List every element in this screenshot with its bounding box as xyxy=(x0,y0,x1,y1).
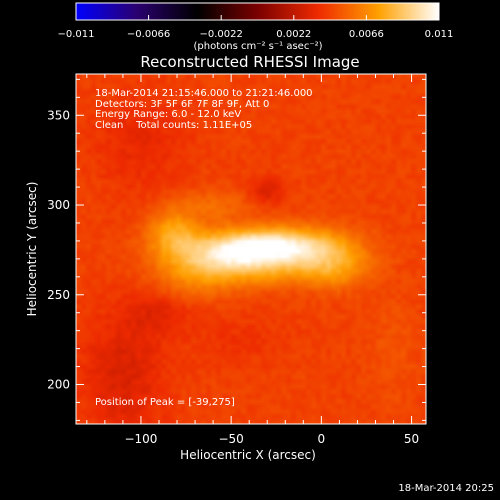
colorbar-tick-label: 0.011 xyxy=(425,29,454,40)
x-axis-label: Heliocentric X (arcsec) xyxy=(180,448,316,462)
annotation-peak-position: Position of Peak = [-39,275] xyxy=(95,397,235,408)
colorbar-gradient xyxy=(75,2,440,21)
y-tick-label: 350 xyxy=(47,108,70,122)
heatmap-image xyxy=(76,74,426,424)
y-tick-label: 300 xyxy=(47,198,70,212)
plot-frame xyxy=(75,73,427,425)
y-tick-label: 200 xyxy=(47,378,70,392)
y-axis-label: Heliocentric Y (arcsec) xyxy=(25,182,39,317)
x-tick-label: −100 xyxy=(124,432,157,446)
colorbar-tick-label: 0.0022 xyxy=(276,29,311,40)
colorbar-tick-label: −0.011 xyxy=(57,29,94,40)
annotation-detectors: Detectors: 3F 5F 6F 7F 8F 9F, Att 0 xyxy=(95,98,270,110)
colorbar-tick-label: 0.0066 xyxy=(349,29,384,40)
x-tick-label: 50 xyxy=(404,432,419,446)
x-tick-label: 0 xyxy=(318,432,326,446)
colorbar-ticks: −0.011 −0.0066 −0.0022 0.0022 0.0066 0.011 xyxy=(57,15,453,40)
x-tick-label: −50 xyxy=(218,432,243,446)
chart-title: Reconstructed RHESSI Image xyxy=(140,53,359,71)
colorbar: −0.011 −0.0066 −0.0022 0.0022 0.0066 0.011 (p… xyxy=(57,2,453,52)
x-axis-ticks: −100 −50 0 50 xyxy=(86,74,419,446)
annotation-energy-range: Energy Range: 6.0 - 12.0 keV xyxy=(95,109,242,120)
colorbar-units: (photons cm⁻² s⁻¹ asec⁻²) xyxy=(193,41,322,52)
plot-timestamp: 18-Mar-2014 20:25 xyxy=(398,483,494,494)
colorbar-tick-label: −0.0066 xyxy=(127,29,170,40)
colorbar-tick-label: −0.0022 xyxy=(200,29,243,40)
y-axis-ticks: 200 250 300 350 xyxy=(47,78,426,421)
annotation-time-range: 18-Mar-2014 21:15:46.000 to 21:21:46.000 xyxy=(95,88,313,99)
annotation-clean-counts: Clean Total counts: 1.11E+05 xyxy=(95,119,253,131)
y-tick-label: 250 xyxy=(47,288,70,302)
